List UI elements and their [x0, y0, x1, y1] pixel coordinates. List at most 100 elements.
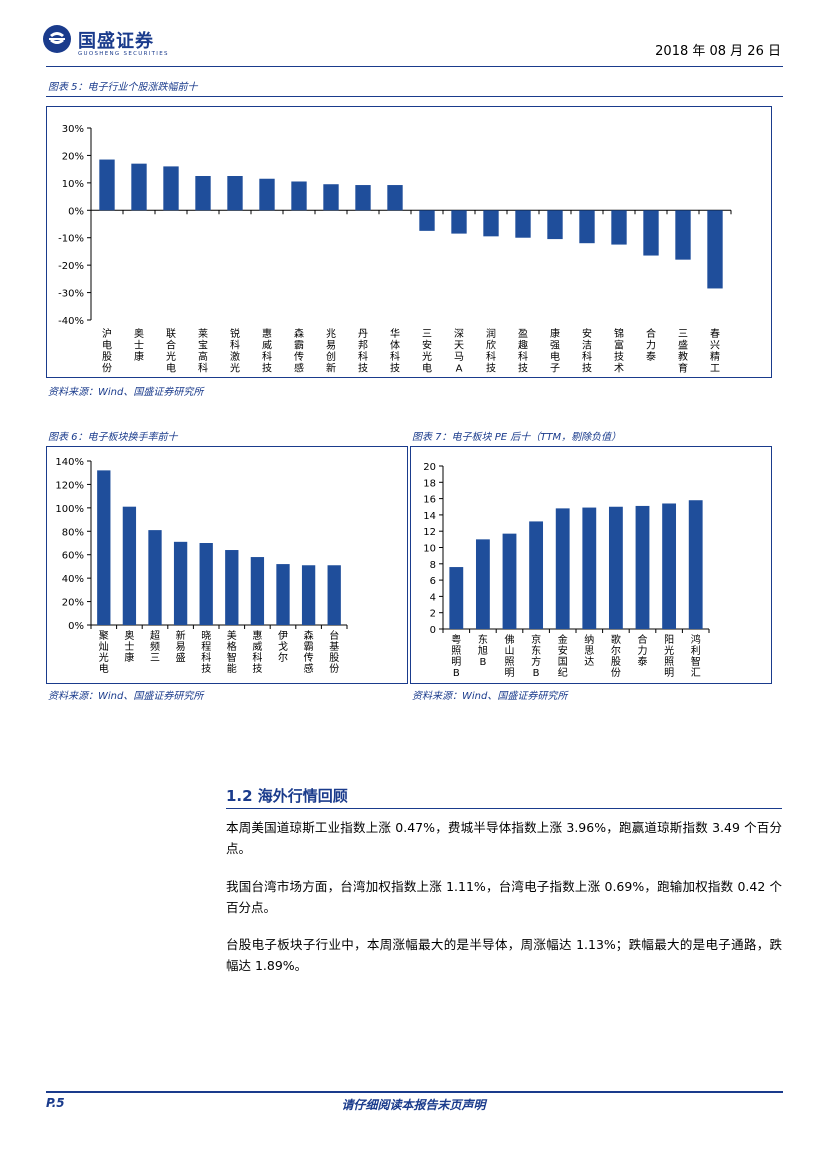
x-category-label: 美格智能 [227, 629, 237, 675]
y-tick-label: 10 [423, 544, 436, 555]
figure6-chart-frame: 140% 120% 100% 80% 60% 40% 20% 0% 聚灿光电 奥士康 超频三 新易盛 晓… [46, 446, 408, 684]
x-category-label: 丹邦科技 [358, 328, 368, 375]
x-category-label: 联合光电 [166, 328, 176, 375]
paragraph-us-market: 本周美国道琼斯工业指数上涨 0.47%，费城半导体指数上涨 3.96%，跑赢道琼… [226, 820, 782, 856]
x-category-label: 森霸传感 [304, 629, 314, 675]
bar-鸿利智汇 [688, 500, 703, 629]
x-category-label: 华体科技 [390, 327, 400, 375]
header-rule [46, 66, 783, 67]
footer-rule [46, 1091, 783, 1093]
bar-聚灿光电 [97, 470, 111, 625]
y-tick-label: 80% [62, 527, 84, 538]
x-category-label: 奥士康 [124, 629, 134, 664]
y-tick-label: 20% [62, 598, 84, 609]
bar-超频三 [148, 530, 162, 625]
bar-惠威科技 [250, 557, 265, 625]
figure7-chart-frame: 20 18 16 14 12 10 8 6 4 2 0 粤照明 B 东旭 B 佛山照明 京东方 B 金安国纪 纳思达歌… [410, 446, 772, 684]
y-tick-label: -20% [58, 261, 84, 272]
bar-金安国纪 [555, 508, 570, 629]
x-category-label: 佛山照明 [505, 633, 515, 679]
x-category-label: 锐科激光 [230, 327, 240, 375]
y-tick-label: 40% [62, 574, 84, 585]
bar-纳思达 [582, 507, 597, 629]
bar-阳光照明 [662, 503, 677, 629]
logo-name: 国盛证券 [78, 31, 154, 52]
x-category-label: 奥士康 [134, 327, 144, 363]
bar-联合光电 [163, 166, 179, 211]
x-category-label: 惠威科技 [252, 629, 262, 675]
y-tick-label: 2 [430, 609, 436, 620]
x-category-label: 歌尔股份 [611, 633, 621, 679]
bar-佛山照明 [502, 533, 517, 629]
bar-锐科激光 [227, 176, 243, 211]
bar-莱宝高科 [195, 176, 211, 211]
section-rule [226, 808, 782, 809]
x-category-label: 三安光电 [422, 329, 432, 375]
x-category-label: 京东方 B [531, 633, 541, 679]
y-tick-label: -30% [58, 289, 84, 300]
figure5-chart-frame: 30% 20% 10% 0% -10% -20% -30% -40% 沪电股份 奥士康 联合光电 莱宝… [46, 106, 772, 378]
x-category-label: 粤照明 B [451, 633, 461, 679]
logo-emblem-icon [43, 25, 71, 53]
x-category-label: 合力泰 [638, 633, 648, 668]
bar-台基股份 [327, 565, 341, 625]
figure6-chart: 140% 120% 100% 80% 60% 40% 20% 0% 聚灿光电 奥士康 超频三 新易盛 晓… [55, 457, 348, 675]
x-category-label: 台基股份 [329, 629, 339, 675]
y-tick-label: 0% [68, 621, 84, 632]
paragraph-taiwan-market: 我国台湾市场方面，台湾加权指数上涨 1.11%，台湾电子指数上涨 0.69%，跑… [226, 879, 782, 915]
x-category-label: 聚灿光电 [99, 630, 109, 675]
bar-伊戈尔 [276, 564, 290, 625]
logo-subtitle: GUOSHENG SECURITIES [78, 51, 169, 57]
x-category-label: 森霸传感 [294, 327, 304, 375]
section-heading: 1.2 海外行情回顾 [226, 787, 348, 805]
figure7-caption: 图表 7：电子板块 PE 后十（TTM，剔除负值） [412, 432, 622, 443]
figure6-caption: 图表 6：电子板块换手率前十 [48, 432, 178, 443]
bar-三盛教育 [675, 210, 691, 260]
figure5-top-rule [46, 96, 783, 97]
y-tick-label: 0 [430, 625, 436, 636]
bar-康强电子 [547, 210, 563, 240]
figure5-caption: 图表 5：电子行业个股涨跌幅前十 [48, 82, 198, 93]
bar-森霸传感 [291, 181, 307, 211]
bar-锦富技术 [611, 210, 627, 245]
y-tick-label: 140% [55, 457, 84, 468]
x-category-label: 三盛教育 [678, 329, 688, 375]
x-category-label: 金安国纪 [558, 633, 568, 679]
x-category-label: 合力泰 [646, 327, 656, 363]
y-tick-label: 120% [55, 480, 84, 491]
x-category-label: 新易盛 [176, 629, 186, 664]
y-tick-label: 20 [423, 462, 436, 473]
bar-东旭B [475, 539, 490, 629]
x-category-label: 东旭 B [478, 633, 488, 668]
y-tick-label: 30% [62, 124, 84, 135]
y-tick-label: 6 [430, 576, 436, 587]
bar-安洁科技 [579, 210, 595, 244]
bar-沪电股份 [99, 159, 115, 211]
y-tick-label: -40% [58, 316, 84, 327]
paragraph-taiwan-subsectors: 台股电子板块子行业中，本周涨幅最大的是半导体，周涨幅达 1.13%；跌幅最大的是… [226, 937, 782, 973]
x-category-label: 沪电股份 [102, 327, 112, 375]
y-tick-label: 10% [62, 179, 84, 190]
x-category-label: 阳光照明 [664, 634, 674, 679]
y-tick-label: 20% [62, 151, 84, 162]
x-category-label: 盈趣科技 [518, 328, 528, 375]
bar-奥士康 [122, 506, 137, 625]
bar-奥士康 [131, 163, 147, 211]
y-tick-label: 60% [62, 551, 84, 562]
bar-惠威科技 [259, 178, 275, 211]
bar-深天马A [451, 210, 467, 234]
y-tick-label: 12 [423, 527, 436, 538]
x-category-label: 润欣科技 [486, 327, 496, 375]
x-category-label: 纳思达 [584, 633, 594, 668]
y-tick-label: 100% [55, 504, 84, 515]
figure6-source: 资料来源：Wind、国盛证券研究所 [48, 691, 204, 702]
figure5-source: 资料来源：Wind、国盛证券研究所 [48, 387, 204, 398]
bar-兆易创新 [323, 184, 339, 211]
x-category-label: 锦富技术 [614, 327, 624, 375]
bar-华体科技 [387, 185, 403, 211]
page-number: P.5 [46, 1096, 65, 1110]
bar-森霸传感 [301, 565, 316, 625]
bar-合力泰 [643, 210, 659, 256]
report-date: 2018 年 08 月 26 日 [655, 44, 781, 59]
